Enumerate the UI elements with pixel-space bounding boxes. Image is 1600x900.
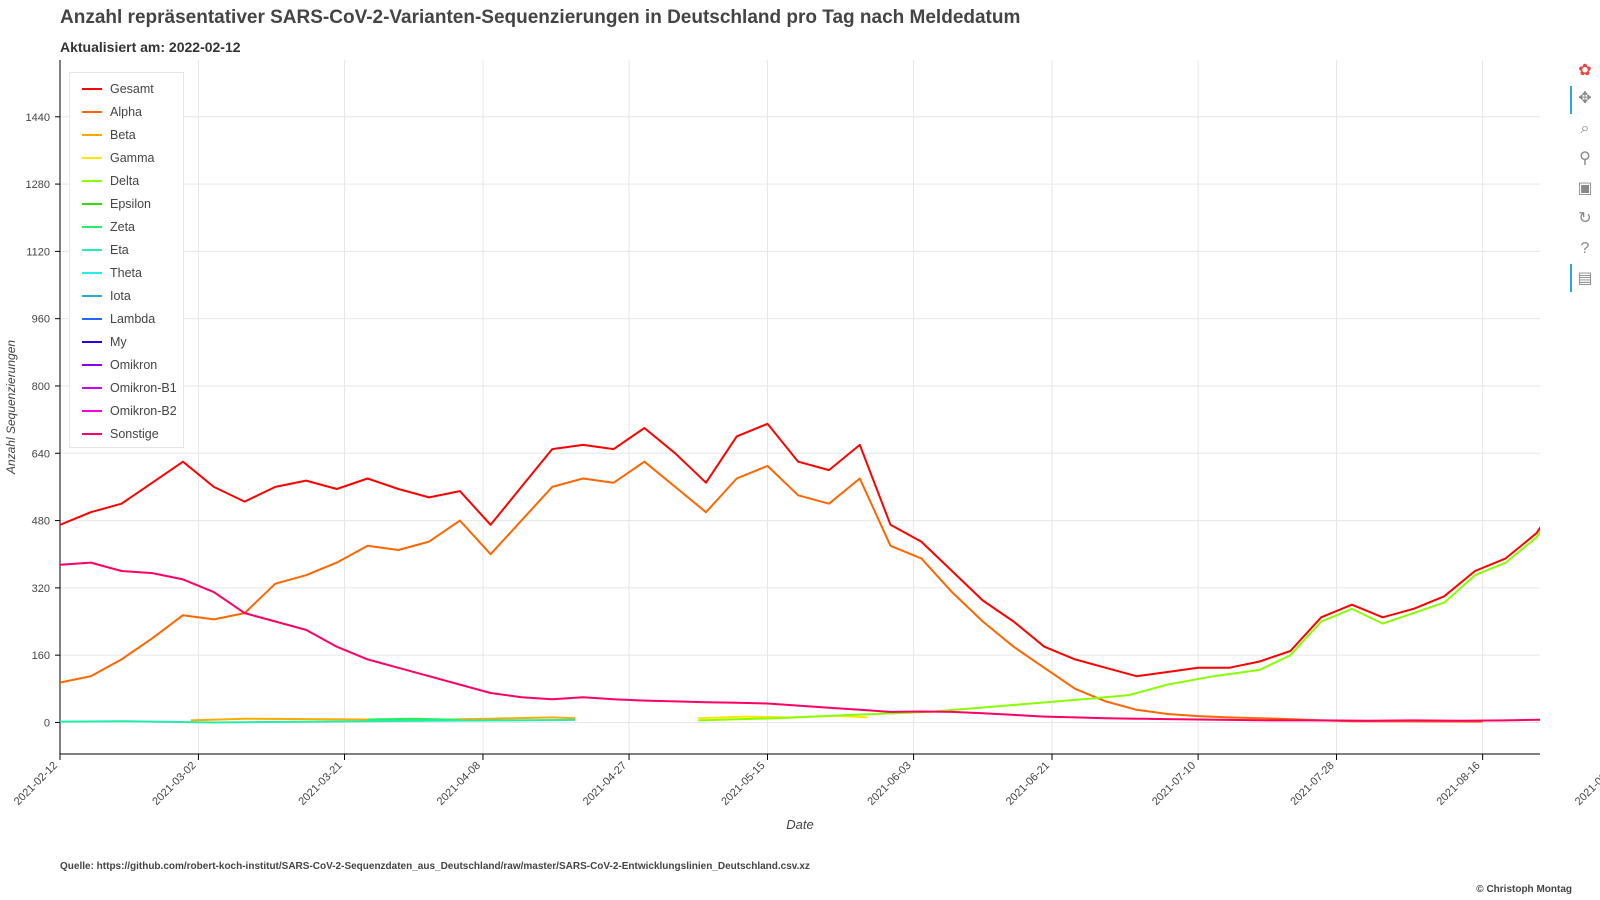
y-tick-label: 960 [32,314,50,326]
legend-item-alpha[interactable]: Alpha [70,100,183,123]
active-tool-indicator [1570,86,1572,114]
save-icon[interactable]: ▣ [1577,180,1593,197]
y-tick-label: 1280 [26,179,50,191]
legend-swatch [82,271,102,274]
x-tick-label: 2021-02-12 [12,760,60,808]
legend-item-epsilon[interactable]: Epsilon [70,192,183,215]
y-tick-label: 480 [32,516,50,528]
pan-icon[interactable]: ✥ [1578,90,1592,107]
legend-swatch [82,409,102,412]
legend-swatch [82,294,102,297]
legend-item-beta[interactable]: Beta [70,123,183,146]
legend-swatch [82,248,102,251]
legend-swatch [82,340,102,343]
active-tool-indicator [1570,264,1572,292]
y-tick-label: 320 [32,583,50,595]
legend-item-gamma[interactable]: Gamma [70,146,183,169]
y-tick-label: 800 [32,381,50,393]
legend-swatch [82,363,102,366]
legend-label: Gamma [110,150,155,165]
legend-label: Lambda [110,311,156,326]
series-line-eta [60,718,576,724]
legend-label: Zeta [110,219,136,234]
legend-label: Beta [110,127,136,142]
legend-label: Sonstige [110,426,159,441]
legend-item-my[interactable]: My [70,330,183,353]
x-tick-label: 2021-06-21 [1004,760,1052,808]
x-tick-label: 2021-09-03 [1573,760,1600,808]
y-tick-label: 1440 [26,112,50,124]
legend-label: Delta [110,173,140,188]
legend-item-lambda[interactable]: Lambda [70,307,183,330]
legend-item-eta[interactable]: Eta [70,238,183,261]
legend-swatch [82,225,102,228]
legend-swatch [82,110,102,113]
x-tick-label: 2021-07-28 [1288,760,1336,808]
legend-label: Epsilon [110,196,151,211]
legend-item-theta[interactable]: Theta [70,261,183,284]
legend-label: Theta [110,265,142,280]
legend-swatch [82,133,102,136]
legend-label: My [110,334,127,349]
hover-icon[interactable]: ▤ [1577,270,1593,287]
legend-label: Omikron-B2 [110,403,177,418]
x-axis-label: Date [786,817,813,832]
legend-item-sonstige[interactable]: Sonstige [70,422,183,445]
y-tick-label: 160 [32,650,50,662]
legend-label: Alpha [110,104,142,119]
series-line-alpha [60,460,1483,723]
y-tick-label: 0 [44,717,50,729]
chart-subtitle: Aktualisiert am: 2022-02-12 [60,39,241,55]
legend-swatch [82,432,102,435]
legend-item-delta[interactable]: Delta [70,169,183,192]
legend-swatch [82,317,102,320]
credit-note: © Christoph Montag [1476,884,1572,895]
x-tick-label: 2021-07-10 [1150,760,1198,808]
x-tick-label: 2021-03-21 [296,760,344,808]
legend-swatch [82,202,102,205]
x-tick-label: 2021-03-02 [150,760,198,808]
legend-item-omikron-b2[interactable]: Omikron-B2 [70,399,183,422]
legend-swatch [82,87,102,90]
series-line-gesamt [60,422,1540,678]
x-tick-label: 2021-06-03 [865,760,913,808]
box-zoom-icon[interactable]: ⌕ [1580,120,1590,137]
legend-item-iota[interactable]: Iota [70,284,183,307]
legend-label: Iota [110,288,131,303]
legend-item-gesamt[interactable]: Gesamt [70,77,183,100]
y-tick-label: 640 [32,448,50,460]
source-note: Quelle: https://github.com/robert-koch-i… [60,861,810,872]
legend-item-omikron-b1[interactable]: Omikron-B1 [70,376,183,399]
reset-icon[interactable]: ↻ [1578,210,1592,227]
legend-item-zeta[interactable]: Zeta [70,215,183,238]
legend-label: Omikron [110,357,158,372]
legend-label: Gesamt [110,81,154,96]
y-tick-label: 1120 [26,246,50,258]
legend-swatch [82,179,102,182]
series-line-sonstige [60,561,1540,722]
legend-swatch [82,386,102,389]
legend-label: Eta [110,242,129,257]
x-tick-label: 2021-04-27 [581,760,629,808]
series-line-delta [698,530,1540,722]
chart-title: Anzahl repräsentativer SARS-CoV-2-Varian… [60,7,1021,28]
legend-swatch [82,156,102,159]
x-tick-label: 2021-04-08 [435,760,483,808]
x-tick-label: 2021-05-15 [719,760,767,808]
legend-item-omikron[interactable]: Omikron [70,353,183,376]
help-icon[interactable]: ? [1580,240,1590,257]
y-axis-label: Anzahl Sequenzierungen [4,340,18,475]
series-line-zeta [367,717,460,721]
x-tick-label: 2021-08-16 [1434,760,1482,808]
chart-legend[interactable]: Gesamt Alpha Beta Gamma Delta Epsilon Zeta Eta T… [69,72,184,448]
wheel-zoom-icon[interactable]: ⚲ [1579,150,1591,167]
bokeh-logo-icon[interactable]: ✿ [1578,62,1592,79]
legend-label: Omikron-B1 [110,380,177,395]
